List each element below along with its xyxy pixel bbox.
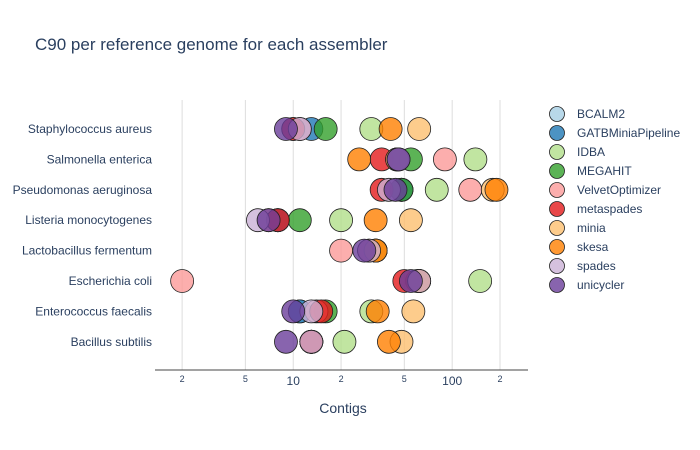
data-point [329, 238, 353, 263]
legend-item[interactable]: metaspades [549, 201, 643, 217]
data-point [274, 329, 298, 354]
legend-marker [549, 239, 565, 255]
data-point [484, 177, 509, 202]
grid [181, 100, 501, 370]
data-point [383, 177, 408, 202]
x-minor-tick-label: 2 [339, 374, 344, 384]
data-point [313, 117, 338, 141]
data-point [287, 208, 312, 233]
data-point [424, 177, 449, 202]
data-point [329, 208, 353, 233]
data-point [468, 269, 493, 293]
legend-label: GATBMiniaPipeline [577, 126, 680, 140]
y-category-label: Escherichia coli [69, 274, 152, 288]
data-point [352, 238, 377, 263]
legend-item[interactable]: minia [549, 220, 607, 236]
y-category-label: Pseudomonas aeruginosa [13, 183, 153, 197]
data-point [458, 177, 483, 202]
data-point [377, 329, 401, 354]
legend-label: skesa [577, 240, 609, 254]
data-points [170, 117, 509, 354]
x-minor-tick-label: 5 [243, 374, 248, 384]
data-point [378, 117, 403, 141]
x-minor-tick-label: 2 [180, 374, 185, 384]
data-point [398, 208, 423, 233]
y-category-label: Bacillus subtilis [71, 335, 152, 349]
series-unicycler [256, 117, 423, 354]
x-minor-tick-label: 2 [498, 374, 503, 384]
data-point [398, 269, 423, 293]
chart-title: C90 per reference genome for each assemb… [35, 35, 388, 54]
data-point [363, 208, 388, 233]
x-tick-label: 10 [287, 374, 301, 388]
legend-label: minia [577, 221, 606, 235]
data-point [299, 329, 324, 354]
legend-label: unicycler [577, 278, 624, 292]
data-point [401, 299, 426, 324]
legend-item[interactable]: GATBMiniaPipeline [549, 125, 681, 141]
data-point [432, 147, 457, 172]
data-point [463, 147, 488, 172]
legend-item[interactable]: BCALM2 [549, 106, 626, 122]
y-category-label: Listeria monocytogenes [25, 213, 152, 227]
legend-item[interactable]: unicycler [549, 277, 625, 293]
legend-marker [549, 163, 565, 179]
y-category-label: Staphylococcus aureus [28, 122, 152, 136]
legend-item[interactable]: spades [549, 258, 616, 274]
legend-marker [549, 106, 565, 122]
data-point [332, 329, 357, 354]
legend-marker [549, 182, 565, 198]
y-category-label: Lactobacillus fermentum [22, 244, 152, 258]
data-point [170, 269, 195, 293]
legend[interactable]: BCALM2 GATBMiniaPipeline IDBA MEGAHIT Velvet… [549, 106, 681, 293]
legend-marker [549, 220, 565, 236]
legend-item[interactable]: MEGAHIT [549, 163, 633, 179]
legend-label: metaspades [577, 202, 642, 216]
legend-label: MEGAHIT [577, 164, 632, 178]
legend-marker [549, 125, 565, 141]
x-minor-tick-label: 5 [402, 374, 407, 384]
y-category-label: Enterococcus faecalis [35, 304, 152, 318]
data-point [274, 117, 298, 141]
data-point [407, 117, 432, 141]
legend-item[interactable]: IDBA [549, 144, 606, 160]
data-point [347, 147, 372, 172]
x-tick-label: 100 [442, 374, 462, 388]
data-point [281, 299, 306, 324]
legend-item[interactable]: skesa [549, 239, 609, 255]
legend-label: IDBA [577, 145, 605, 159]
data-point [256, 208, 281, 233]
legend-marker [549, 258, 565, 274]
legend-item[interactable]: VelvetOptimizer [549, 182, 662, 198]
legend-marker [549, 277, 565, 293]
legend-marker [549, 144, 565, 160]
y-axis: Bacillus subtilis Enterococcus faecalis Es… [13, 122, 153, 349]
y-category-label: Salmonella enterica [47, 152, 153, 166]
data-point [386, 147, 411, 172]
legend-label: VelvetOptimizer [577, 183, 661, 197]
legend-marker [549, 201, 565, 217]
legend-label: spades [577, 259, 616, 273]
legend-label: BCALM2 [577, 107, 625, 121]
x-axis: 10 100 2 5 2 5 2 [155, 369, 528, 388]
data-point [365, 299, 390, 324]
x-axis-label: Contigs [319, 400, 366, 416]
